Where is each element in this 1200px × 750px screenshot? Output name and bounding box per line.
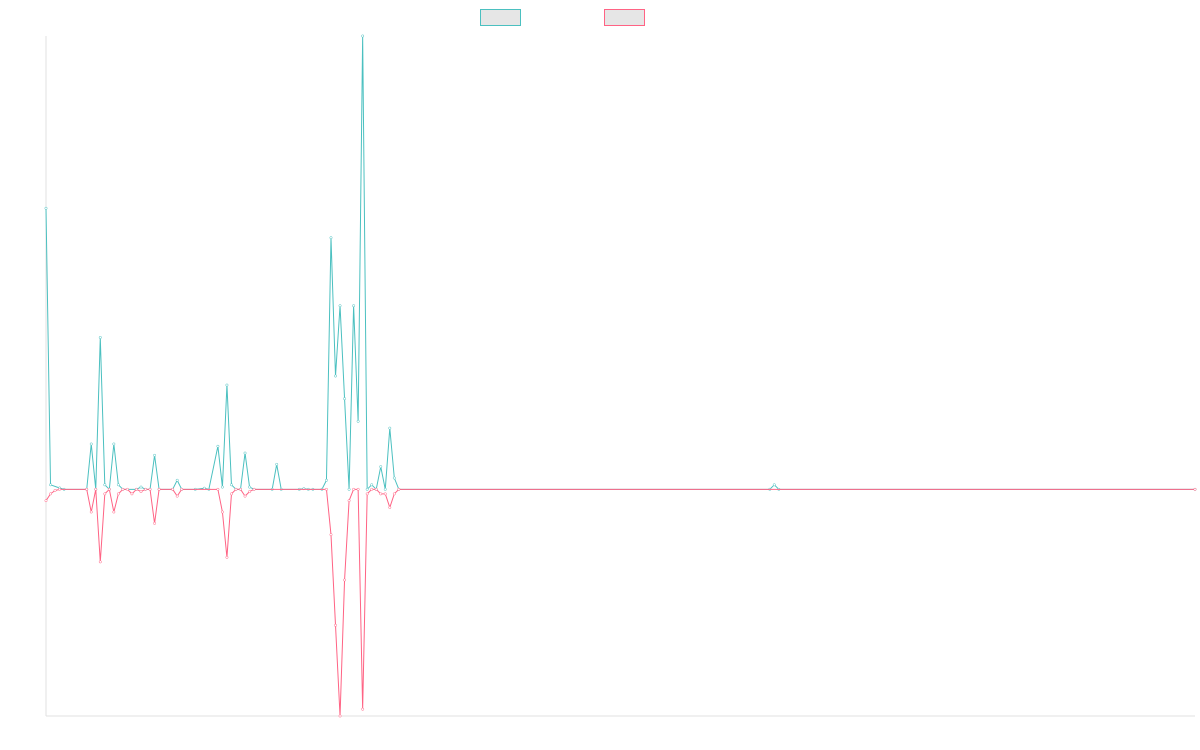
series-1-point-48[interactable] xyxy=(352,304,356,308)
series-1-point-10[interactable] xyxy=(112,442,116,446)
series-1-point-31[interactable] xyxy=(243,451,247,455)
legend-swatch-series-2 xyxy=(604,9,645,26)
series-2-point-4[interactable] xyxy=(85,487,89,491)
series-2-point-44[interactable] xyxy=(374,487,378,491)
axes xyxy=(45,36,1195,717)
series-1-point-1[interactable] xyxy=(49,483,52,487)
series-1-point-28[interactable] xyxy=(230,483,233,487)
series-1-point-25[interactable] xyxy=(216,444,220,448)
series-2-point-27[interactable] xyxy=(230,492,233,496)
series-2-point-12[interactable] xyxy=(121,487,125,491)
legend-item-series-2[interactable] xyxy=(604,9,645,26)
series-2-point-24[interactable] xyxy=(216,487,220,491)
series-2-point-18[interactable] xyxy=(148,487,152,491)
series-2-point-0[interactable] xyxy=(44,499,48,503)
series-2-point-28[interactable] xyxy=(234,487,238,491)
series-2-point-6[interactable] xyxy=(94,487,98,491)
series-2-point-25[interactable] xyxy=(220,510,224,514)
series-2-point-23[interactable] xyxy=(180,487,184,491)
series-1-point-50[interactable] xyxy=(361,34,365,38)
series-2-point-10[interactable] xyxy=(112,510,116,514)
series-2-point-2[interactable] xyxy=(53,489,57,492)
series-1-point-26[interactable] xyxy=(220,485,224,489)
series-2-point-42[interactable] xyxy=(365,492,369,496)
series-2-point-9[interactable] xyxy=(107,487,111,491)
series-1-point-56[interactable] xyxy=(388,426,392,430)
legend xyxy=(480,9,645,26)
series-2-point-50[interactable] xyxy=(1193,487,1197,491)
series-1-point-49[interactable] xyxy=(356,419,360,423)
series-1-point-54[interactable] xyxy=(379,465,383,469)
series-2-point-47[interactable] xyxy=(388,506,392,509)
series-2-point-7[interactable] xyxy=(98,560,102,564)
series-2-point-19[interactable] xyxy=(153,521,157,525)
series-2-point-14[interactable] xyxy=(130,492,134,496)
series-2-point-20[interactable] xyxy=(157,487,161,491)
series-2-point-39[interactable] xyxy=(352,487,356,491)
series-2-point-33[interactable] xyxy=(325,487,328,491)
series-1-point-55[interactable] xyxy=(383,487,387,491)
series-2-point-13[interactable] xyxy=(125,487,129,491)
series-2-point-3[interactable] xyxy=(58,487,62,491)
series-2-point-37[interactable] xyxy=(343,578,347,582)
series-1-point-14[interactable] xyxy=(139,485,143,489)
series-1-point-17[interactable] xyxy=(153,453,157,457)
series-2-point-49[interactable] xyxy=(397,487,401,491)
series-line-1 xyxy=(45,35,1195,490)
series-1-point-60[interactable] xyxy=(772,483,776,487)
series-2-point-5[interactable] xyxy=(89,510,93,514)
series-2-point-48[interactable] xyxy=(392,492,396,496)
series-2-point-29[interactable] xyxy=(239,487,242,491)
series-1-point-20[interactable] xyxy=(175,478,179,482)
series-1-point-47[interactable] xyxy=(347,487,351,491)
series-2-point-11[interactable] xyxy=(116,492,120,496)
legend-item-series-1[interactable] xyxy=(480,9,521,26)
series-1-point-57[interactable] xyxy=(392,476,396,480)
series-1-point-8[interactable] xyxy=(103,483,107,487)
series-2-point-1[interactable] xyxy=(49,492,52,496)
series-2-point-34[interactable] xyxy=(329,533,333,537)
series-2-point-45[interactable] xyxy=(379,492,383,496)
series-1-point-35[interactable] xyxy=(275,462,279,466)
series-1-point-7[interactable] xyxy=(98,336,102,339)
series-1-point-0[interactable] xyxy=(44,206,48,210)
series-1-point-44[interactable] xyxy=(334,374,337,378)
series-2-point-35[interactable] xyxy=(334,623,337,627)
series-2-point-21[interactable] xyxy=(171,487,175,491)
series-2-point-8[interactable] xyxy=(103,492,107,496)
series-1-point-27[interactable] xyxy=(225,383,229,387)
series-2-point-43[interactable] xyxy=(370,487,374,491)
series-2-point-15[interactable] xyxy=(135,487,138,491)
series-2-point-30[interactable] xyxy=(243,494,247,498)
series-2-point-46[interactable] xyxy=(383,492,387,496)
series-2-point-38[interactable] xyxy=(347,499,351,503)
series-1-point-52[interactable] xyxy=(370,483,374,487)
series-2-point-26[interactable] xyxy=(225,555,229,559)
series-1-point-32[interactable] xyxy=(248,485,252,489)
series-1-point-5[interactable] xyxy=(89,442,93,446)
series-2-point-17[interactable] xyxy=(144,487,147,491)
series-2-point-16[interactable] xyxy=(139,490,143,494)
legend-swatch-series-1 xyxy=(480,9,521,26)
series-2-point-40[interactable] xyxy=(356,487,360,491)
series-1-point-45[interactable] xyxy=(338,304,342,308)
series-2-point-31[interactable] xyxy=(248,490,252,494)
series-2-point-32[interactable] xyxy=(252,487,256,491)
series-2-point-22[interactable] xyxy=(175,494,179,498)
series-1-point-46[interactable] xyxy=(343,397,347,401)
series-1-point-42[interactable] xyxy=(325,478,328,482)
plot-area xyxy=(44,34,1197,718)
series-2-point-36[interactable] xyxy=(338,714,342,718)
series-1-point-51[interactable] xyxy=(365,487,369,491)
series-1-point-11[interactable] xyxy=(116,483,120,487)
series-2-point-41[interactable] xyxy=(361,707,365,711)
series-line-2 xyxy=(45,488,1195,717)
series-1-point-43[interactable] xyxy=(329,236,333,240)
